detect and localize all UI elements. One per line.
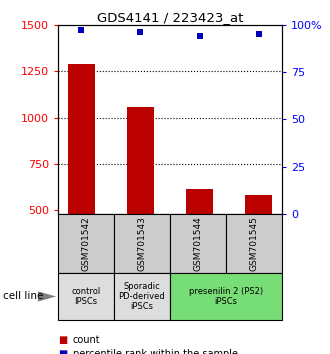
Bar (114, 273, 170, 320)
Bar (226, 214, 282, 273)
Text: cell line: cell line (3, 291, 44, 302)
Text: GSM701544: GSM701544 (193, 216, 203, 271)
Bar (170, 214, 226, 273)
Text: count: count (73, 335, 100, 345)
Polygon shape (38, 291, 56, 302)
Bar (114, 214, 170, 273)
Text: GSM701543: GSM701543 (137, 216, 147, 271)
Text: presenilin 2 (PS2)
iPSCs: presenilin 2 (PS2) iPSCs (189, 287, 263, 306)
Bar (58, 214, 114, 273)
Text: Sporadic
PD-derived
iPSCs: Sporadic PD-derived iPSCs (118, 281, 165, 312)
Point (256, 32, 261, 37)
Title: GDS4141 / 223423_at: GDS4141 / 223423_at (97, 11, 243, 24)
Text: GSM701545: GSM701545 (249, 216, 259, 271)
Text: GSM701542: GSM701542 (81, 216, 90, 271)
Text: ■: ■ (58, 335, 67, 345)
Text: percentile rank within the sample: percentile rank within the sample (73, 349, 238, 354)
Bar (170, 273, 282, 320)
Bar (186, 189, 213, 214)
Bar (245, 195, 272, 214)
Point (79, 28, 84, 33)
Bar (58, 273, 114, 320)
Text: control
IPSCs: control IPSCs (71, 287, 100, 306)
Bar (68, 64, 95, 214)
Point (197, 33, 202, 39)
Text: ■: ■ (58, 349, 67, 354)
Bar (127, 107, 154, 214)
Point (138, 29, 143, 35)
